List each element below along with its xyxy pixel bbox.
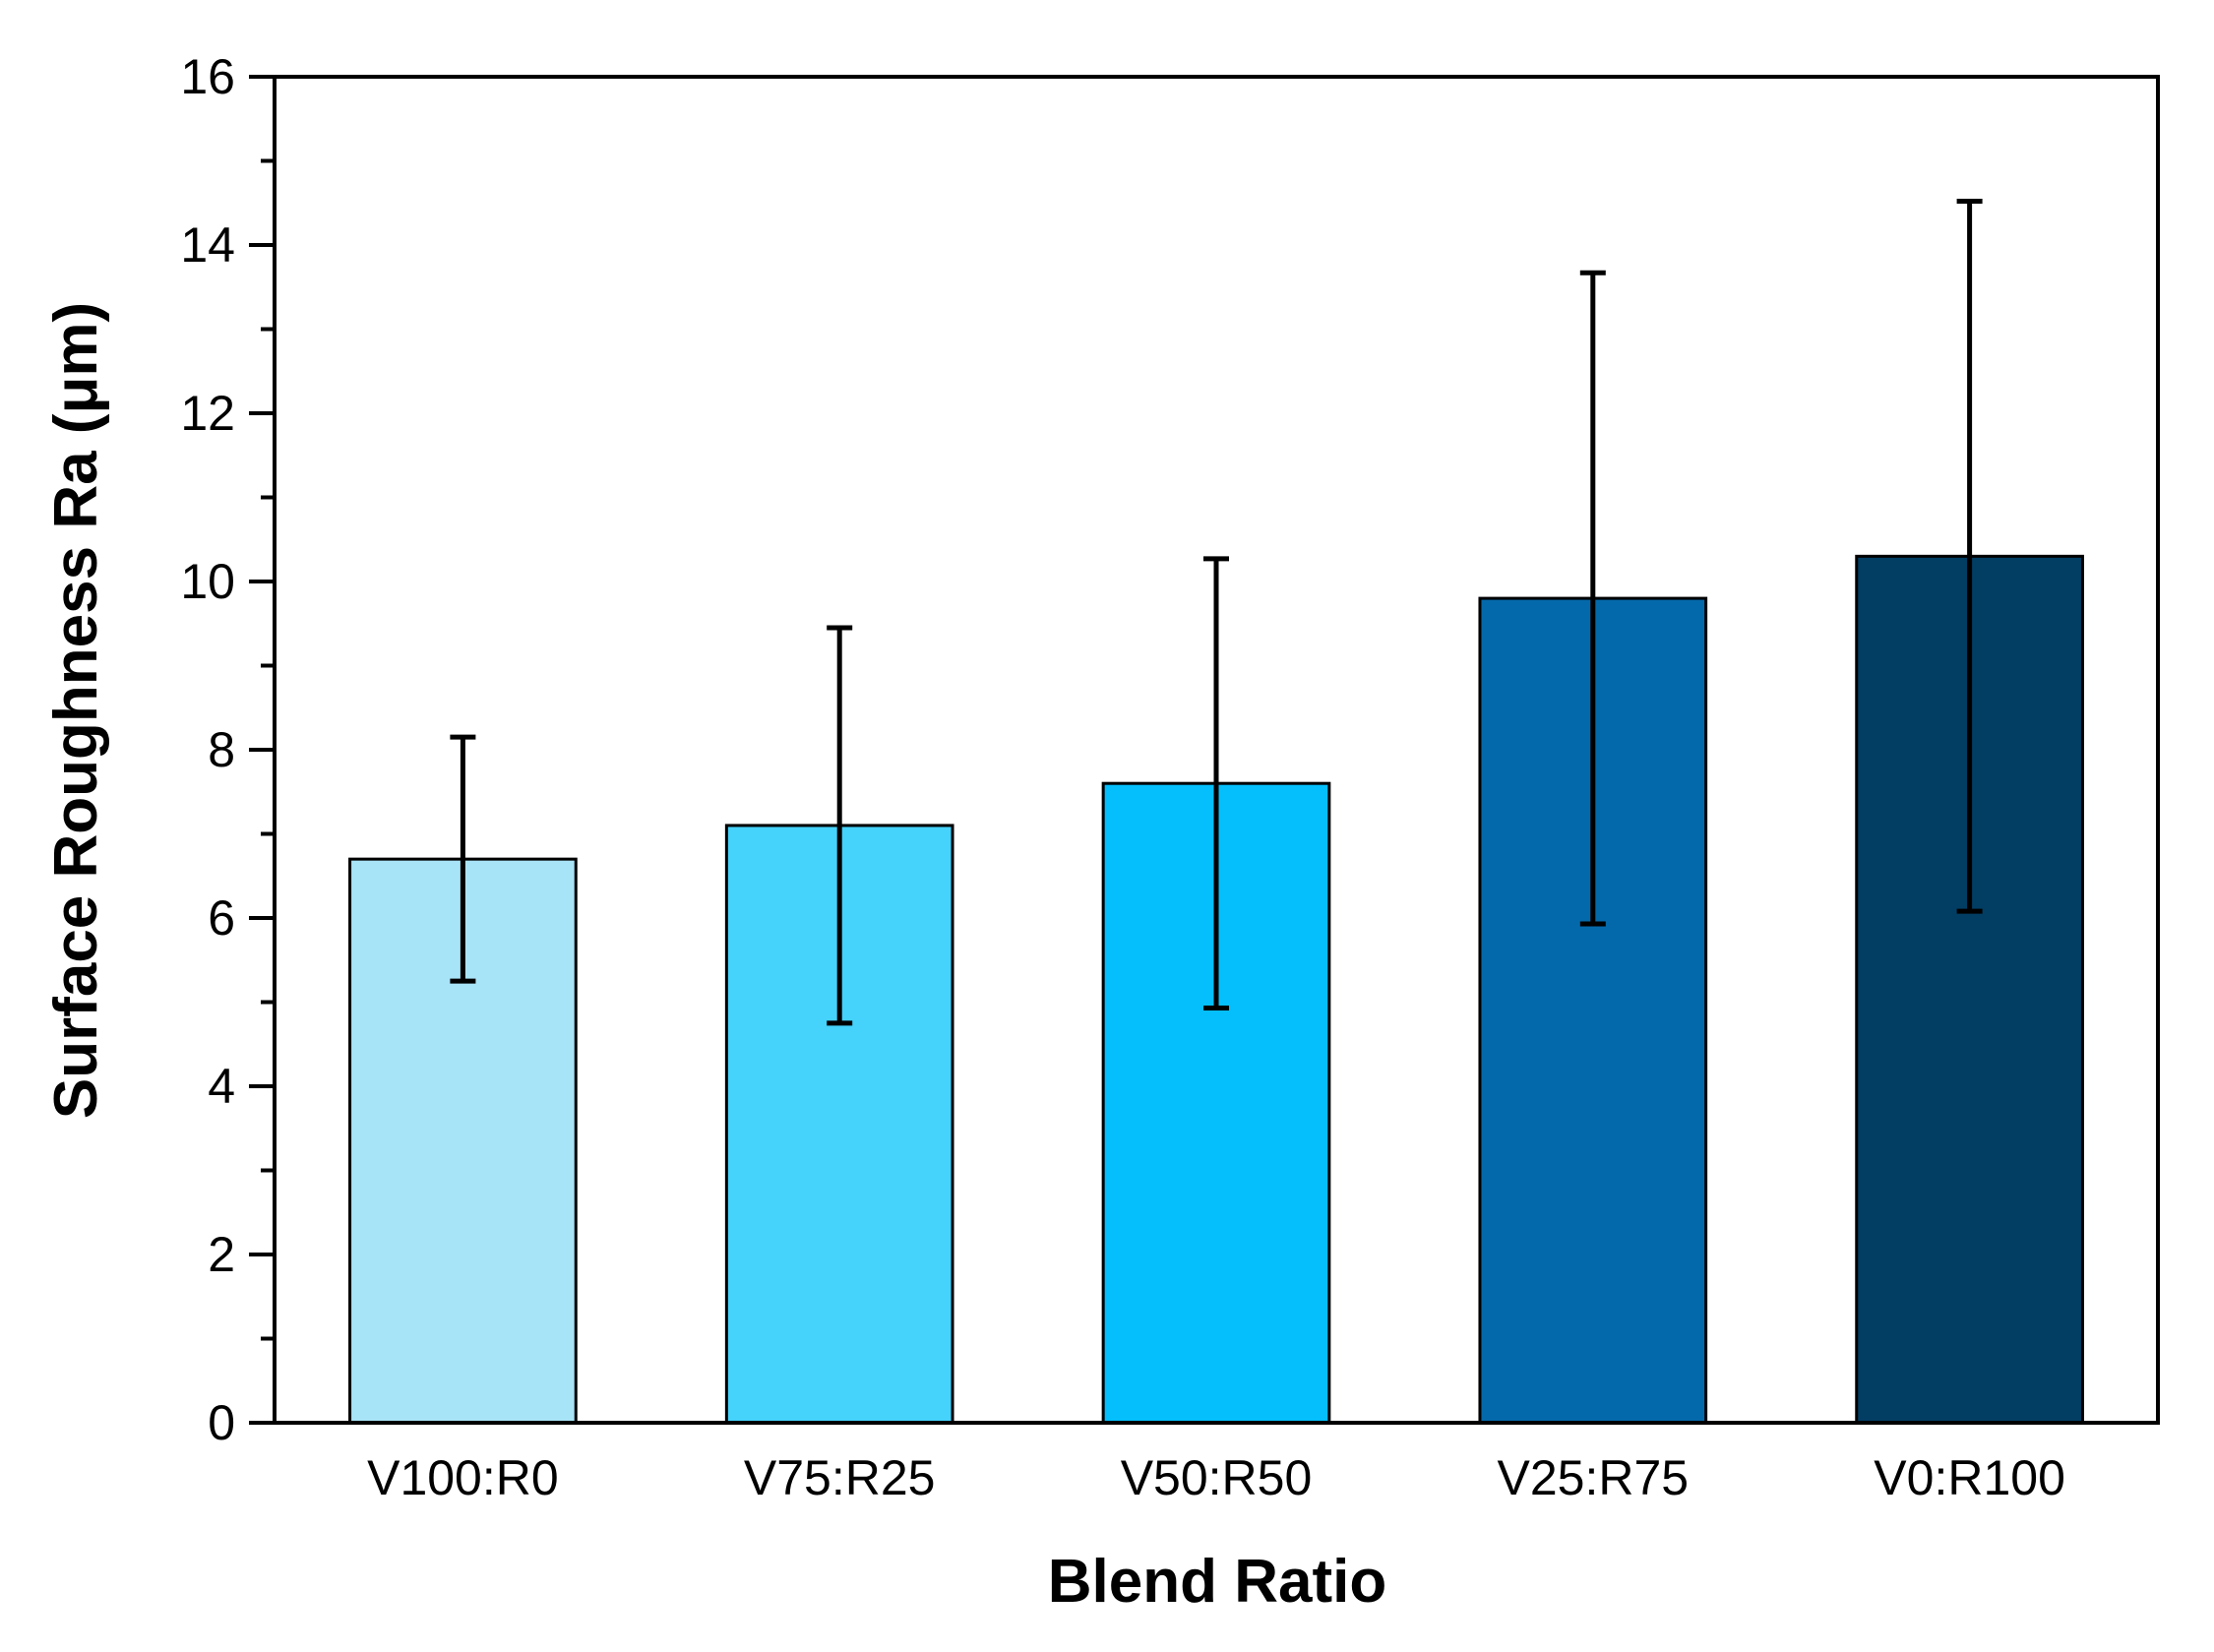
- y-tick-label: 0: [208, 1395, 235, 1450]
- x-tick-label: V75:R25: [744, 1450, 936, 1505]
- x-tick-label: V100:R0: [367, 1450, 559, 1505]
- y-tick-label: 12: [180, 386, 235, 441]
- labels-layer: 0 2 4 6 8 10 12 14 16 V100:R0 V75:R25 V50:R50 V25:R7…: [180, 49, 2065, 1505]
- error-bar-v75-r25: [827, 625, 853, 1026]
- x-tick-label: V0:R100: [1874, 1450, 2065, 1505]
- y-tick-label: 6: [208, 890, 235, 946]
- y-axis-title: Surface Roughness Ra (μm): [42, 302, 110, 1119]
- y-tick-label: 2: [208, 1227, 235, 1282]
- y-tick-label: 10: [180, 554, 235, 609]
- y-tick-label: 4: [208, 1059, 235, 1114]
- error-bar-v100-r0: [450, 734, 476, 984]
- x-tick-label: V25:R75: [1498, 1450, 1690, 1505]
- axes-layer: [249, 75, 2160, 1425]
- error-bars-layer: [450, 199, 1983, 1026]
- x-tick-label: V50:R50: [1121, 1450, 1313, 1505]
- error-bar-v50-r50: [1203, 556, 1229, 1010]
- y-tick-label: 16: [180, 49, 235, 104]
- error-bar-v25-r75: [1579, 270, 1606, 927]
- error-bar-v0-r100: [1956, 199, 1983, 914]
- y-tick-label: 14: [180, 217, 235, 273]
- x-axis-title: Blend Ratio: [1048, 1548, 1386, 1616]
- y-tick-label: 8: [208, 722, 235, 777]
